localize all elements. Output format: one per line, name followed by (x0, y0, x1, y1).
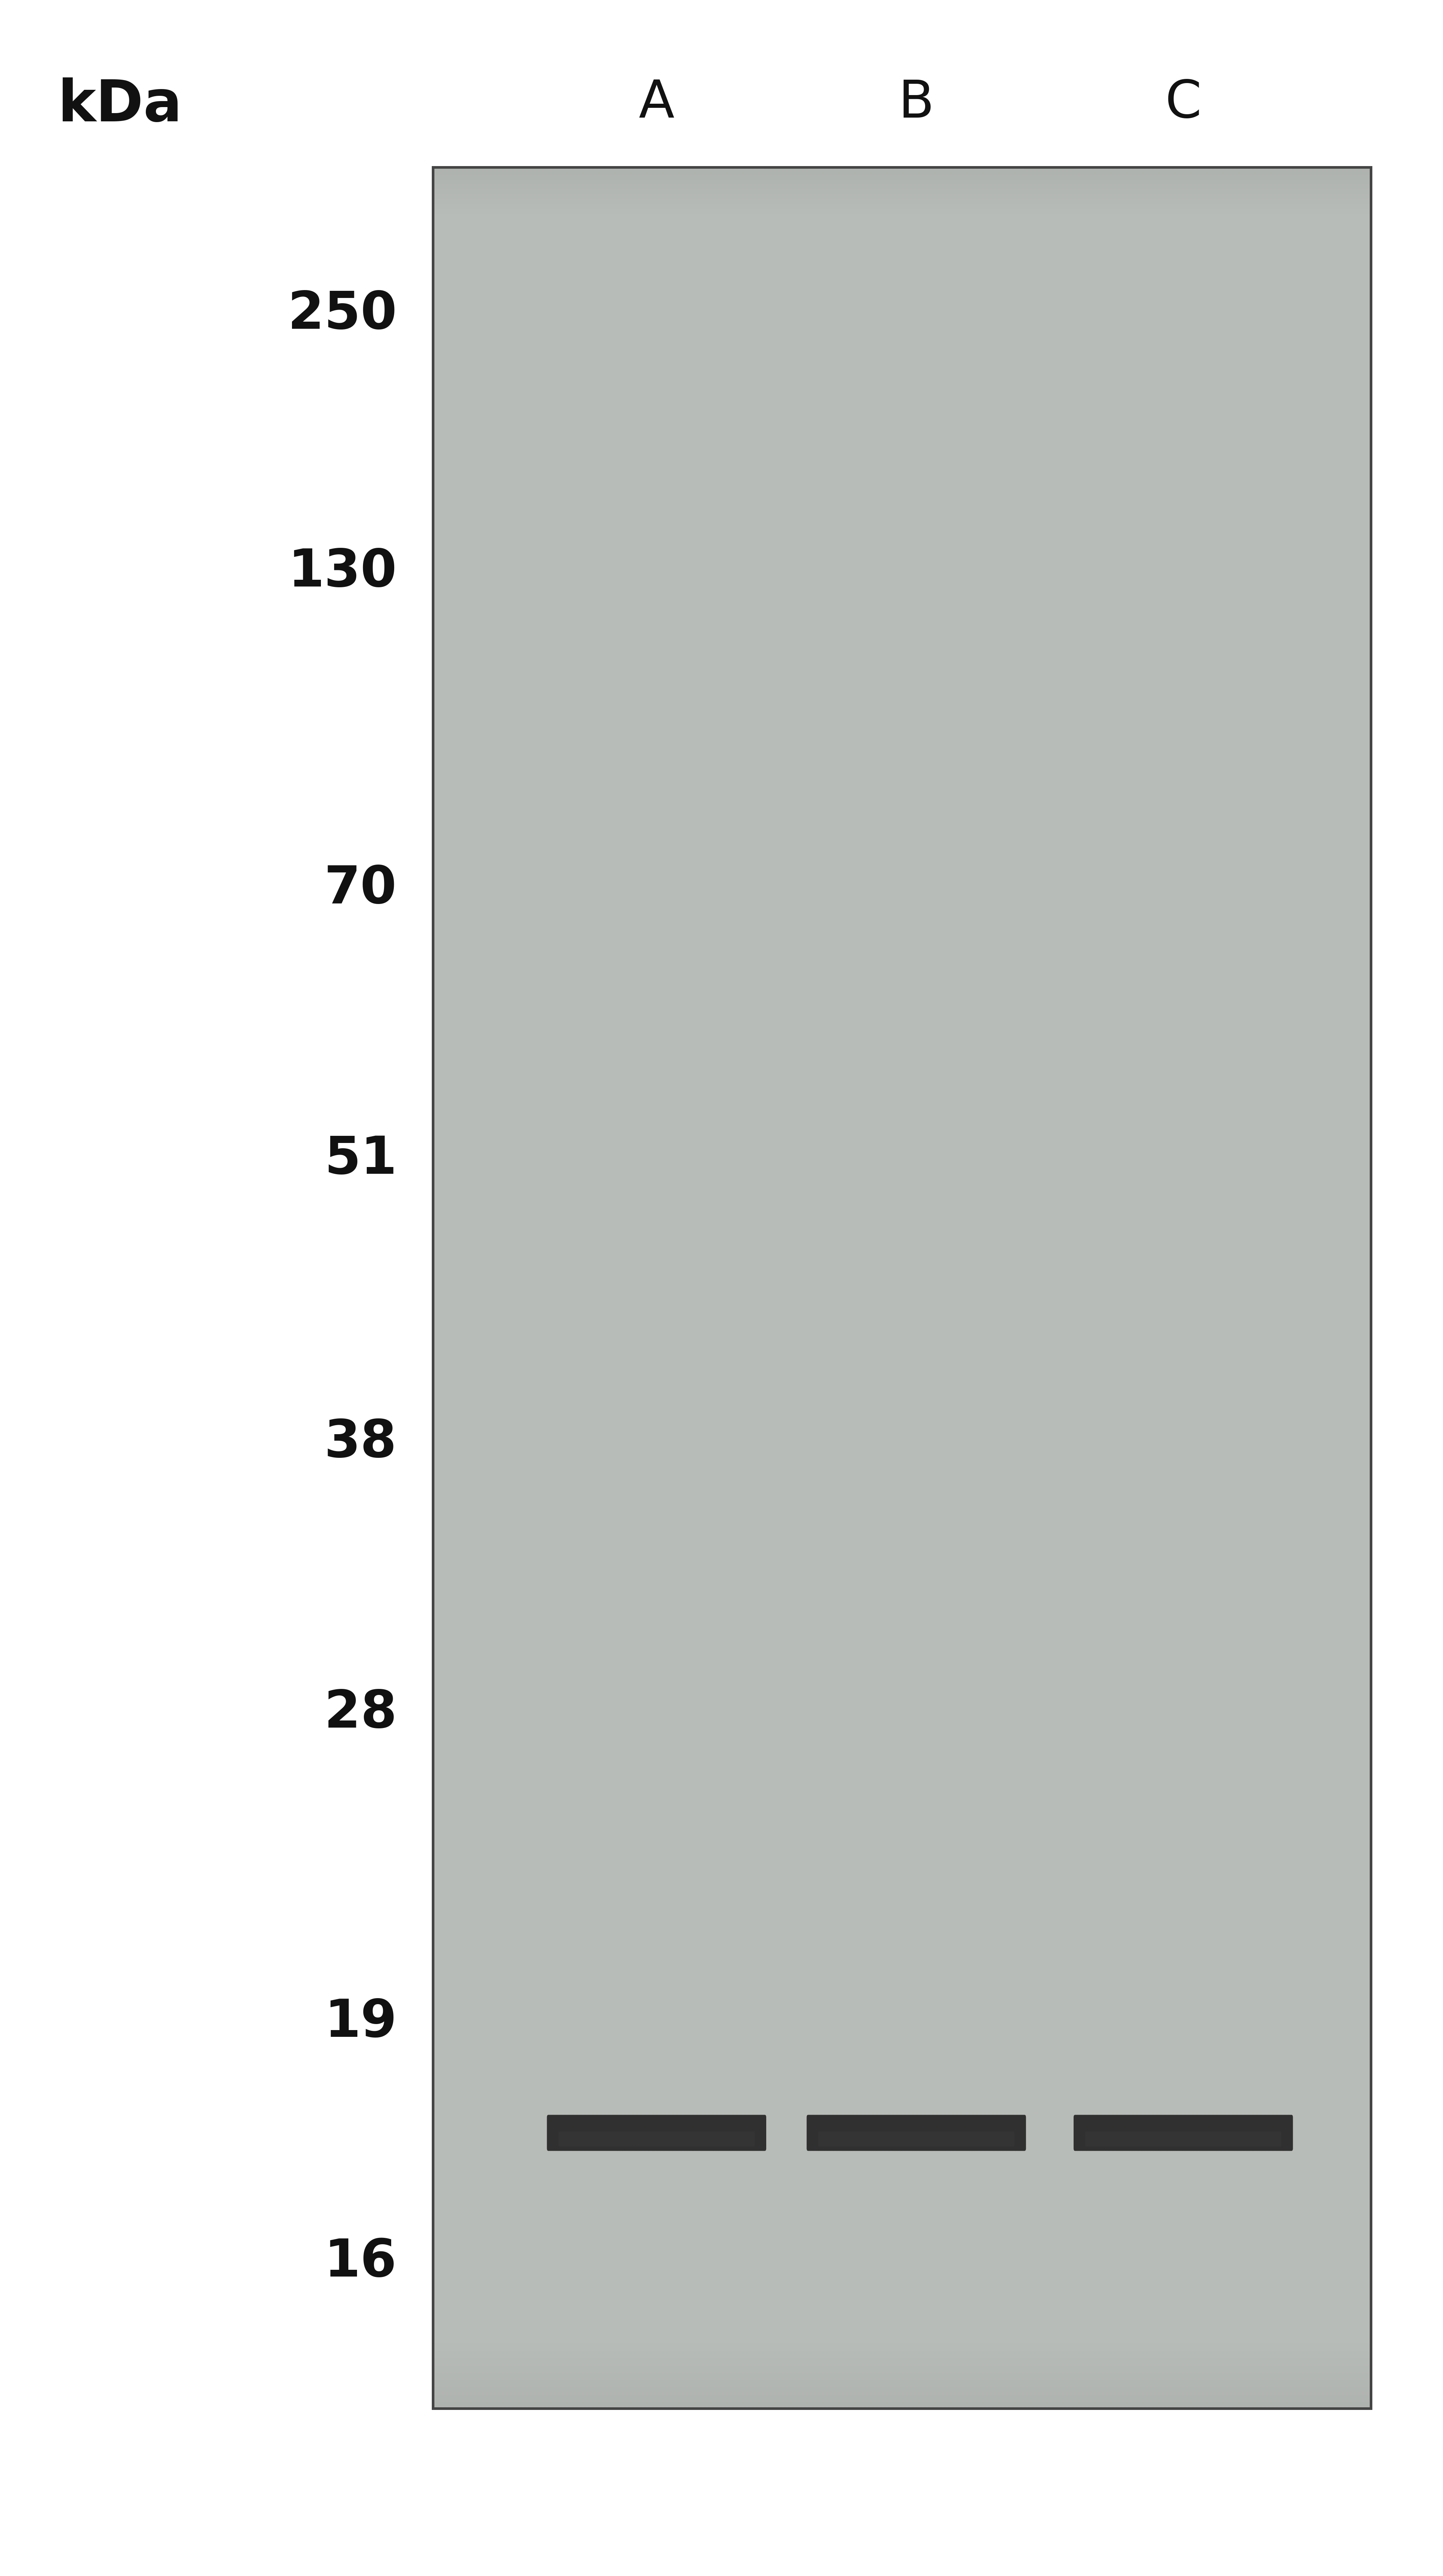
Text: 28: 28 (325, 1687, 397, 1739)
Text: 38: 38 (325, 1417, 397, 1468)
Bar (433, 167, 1371, 2409)
Text: kDa: kDa (58, 77, 182, 134)
FancyBboxPatch shape (558, 2133, 755, 2146)
FancyBboxPatch shape (818, 2133, 1014, 2146)
FancyBboxPatch shape (547, 2115, 766, 2151)
Text: 130: 130 (289, 546, 397, 598)
Text: B: B (899, 77, 934, 129)
FancyBboxPatch shape (1085, 2133, 1281, 2146)
FancyBboxPatch shape (807, 2115, 1026, 2151)
Text: 51: 51 (325, 1133, 397, 1185)
Text: 16: 16 (325, 2236, 397, 2287)
FancyBboxPatch shape (1074, 2115, 1293, 2151)
Text: A: A (639, 77, 674, 129)
Text: C: C (1165, 77, 1202, 129)
Text: 250: 250 (287, 289, 397, 340)
Text: 70: 70 (325, 863, 397, 914)
Text: 19: 19 (325, 1996, 397, 2048)
